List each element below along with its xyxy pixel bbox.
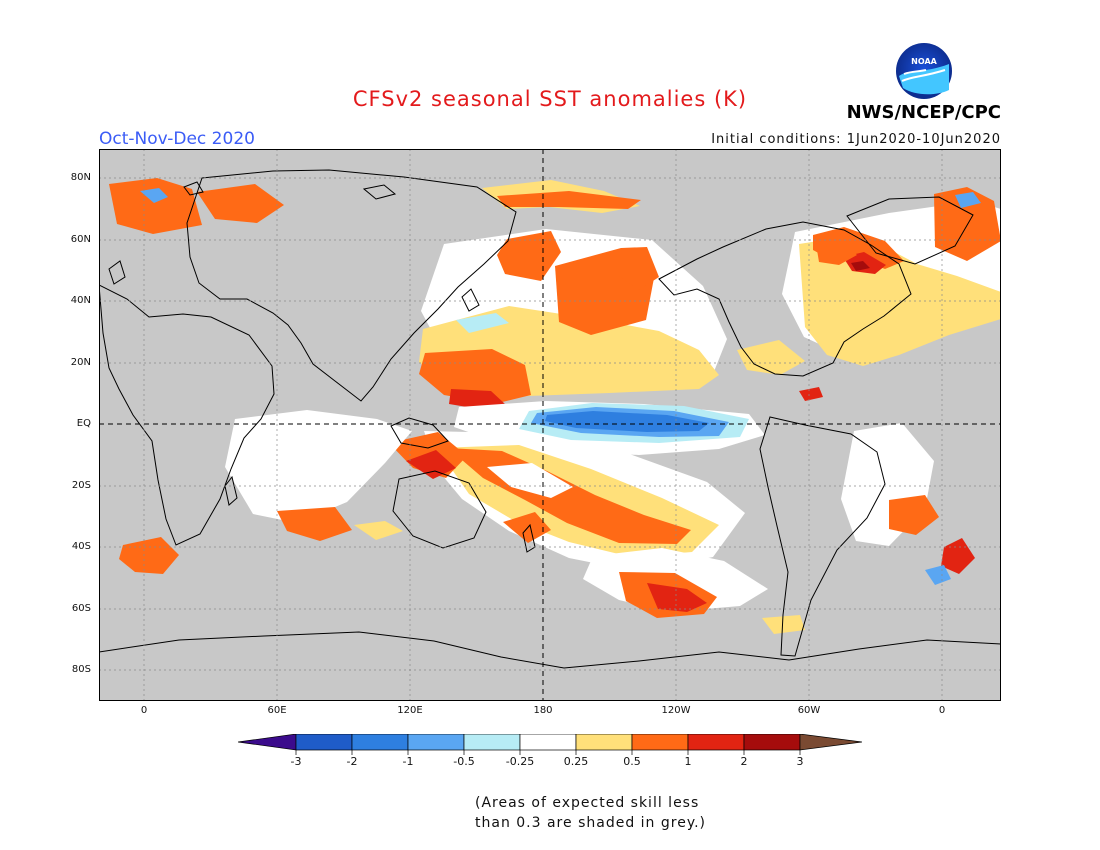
barents-blue	[140, 188, 168, 203]
colorbar-bin-2	[351, 734, 409, 751]
southeast-pacific-yellow	[762, 615, 805, 634]
greenland-coast	[846, 196, 974, 265]
colorbar-label-2: 2	[741, 755, 748, 768]
indian-ocean-white	[225, 410, 412, 523]
colorbar-bin-4	[463, 734, 521, 751]
colorbar-ticks	[295, 750, 801, 755]
lon-label-0-left: 0	[140, 705, 148, 716]
colorbar-bin-5	[519, 734, 577, 751]
ne-pacific-orange	[619, 247, 659, 290]
skill-note-line-1: (Areas of expected skill less	[475, 795, 700, 811]
color-scale: -3 -2 -1 -0.5 -0.25 0.25 0.5 1 2 3	[238, 734, 862, 768]
barents-anomaly	[109, 178, 202, 234]
agency-label: NWS/NCEP/CPC	[846, 102, 1001, 123]
lon-label-60e: 60E	[267, 705, 287, 716]
antarctica-coast	[99, 631, 1001, 669]
lat-label-80n: 80N	[70, 172, 91, 183]
north-pacific-blue-fleck	[456, 313, 509, 333]
north-atlantic-darkred	[851, 261, 870, 271]
north-pacific-orange-west	[419, 349, 531, 404]
colorbar-label-0-5: 0.5	[623, 755, 641, 768]
grid-lines	[99, 149, 1001, 701]
map-frame	[99, 149, 1001, 701]
lat-label-40s: 40S	[71, 541, 91, 552]
coastlines	[99, 169, 1001, 669]
arctic-islands	[362, 184, 397, 200]
lat-label-40n: 40N	[70, 295, 91, 306]
atlantic-red-spots	[799, 387, 823, 401]
lat-label-60s: 60S	[71, 603, 91, 614]
colorbar-bin-7	[631, 734, 689, 751]
asia-coast	[186, 169, 517, 402]
labrador-orange	[817, 241, 857, 265]
north-pacific-red-west	[449, 389, 505, 409]
skill-note: (Areas of expected skill less than 0.3 a…	[475, 793, 725, 833]
south-indian-orange	[119, 537, 179, 574]
lon-label-120w: 120W	[661, 705, 691, 716]
lat-label-60n: 60N	[70, 234, 91, 245]
lon-label-60w: 60W	[797, 705, 821, 716]
colorbar-label-3: 3	[797, 755, 804, 768]
chart-title: CFSv2 seasonal SST anomalies (K)	[352, 87, 748, 111]
initial-conditions: Initial conditions: 1Jun2020-10Jun2020	[711, 132, 1001, 147]
skill-note-line-2: than 0.3 are shaded in grey.)	[475, 815, 707, 831]
colorbar-bin-9	[743, 734, 801, 751]
equatorial-pacific-cool3	[545, 411, 709, 432]
colorbar-label--0-25: -0.25	[506, 755, 534, 768]
gulf-yellow	[737, 340, 805, 375]
lon-label-120e: 120E	[397, 705, 423, 716]
colorbar-label--3: -3	[291, 755, 302, 768]
japan-coast	[461, 288, 480, 312]
southern-ocean-red	[647, 583, 707, 612]
north-america-coast	[658, 221, 912, 377]
forecast-period: Oct-Nov-Dec 2020	[99, 129, 255, 149]
svalbard-coast	[183, 181, 204, 196]
arctic-orange-band	[497, 191, 641, 209]
colorbar-left-arrow	[238, 734, 297, 751]
greenland-blue	[955, 192, 981, 208]
colorbar-bin-1	[295, 734, 353, 751]
colorbar-bin-6	[575, 734, 633, 751]
lon-label-180: 180	[533, 705, 553, 716]
lat-label-20s: 20S	[71, 480, 91, 491]
lat-label-20n: 20N	[70, 357, 91, 368]
indian-ocean-warm-south	[277, 507, 352, 541]
colorbar-label-1: 1	[685, 755, 692, 768]
noaa-logo-text: NOAA	[911, 57, 937, 66]
colorbar-right-arrow	[799, 734, 862, 751]
north-atlantic-warm	[799, 237, 1001, 366]
lat-label-80s: 80S	[71, 664, 91, 675]
kara-anomaly	[197, 184, 284, 223]
western-pacific-red	[406, 450, 456, 479]
southeast-atlantic-blue	[925, 565, 951, 585]
south-america-coast	[759, 416, 886, 657]
colorbar-label--1: -1	[403, 755, 414, 768]
south-atlantic-orange	[889, 495, 939, 535]
australia-coast	[392, 470, 487, 549]
colorbar-label--0-5: -0.5	[453, 755, 474, 768]
uk-coast	[108, 260, 126, 285]
lon-label-0-right: 0	[938, 705, 946, 716]
north-pacific-orange-north	[497, 231, 561, 281]
indian-ocean-yellow-strip	[354, 521, 403, 540]
lat-label-eq: EQ	[76, 418, 91, 429]
indonesia-coast	[390, 417, 449, 449]
south-pacific-white-band	[487, 463, 573, 498]
sst-map	[99, 149, 1001, 701]
sst-map-panel: 80N 60N 40N 20N EQ 20S 40S 60S 80S 0 60E…	[71, 149, 1001, 716]
madagascar-coast	[224, 475, 238, 506]
tasman-orange	[503, 512, 551, 543]
colorbar-label-0-25: 0.25	[564, 755, 589, 768]
colorbar-bin-3	[407, 734, 465, 751]
europe-africa-coast	[99, 284, 275, 546]
ocean-anomaly-regions	[109, 178, 1001, 634]
colorbar-label--2: -2	[347, 755, 358, 768]
colorbar-bin-8	[687, 734, 745, 751]
noaa-logo: NOAA	[894, 41, 954, 101]
